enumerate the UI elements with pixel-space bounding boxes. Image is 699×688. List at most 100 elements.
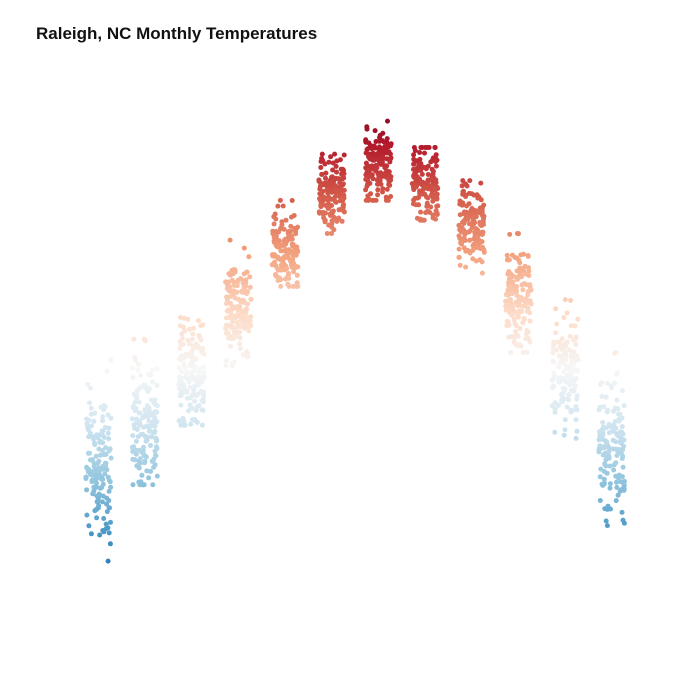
data-point-month-6 bbox=[336, 207, 342, 213]
data-point-month-7 bbox=[379, 161, 385, 167]
data-point-month-8 bbox=[411, 166, 416, 172]
data-point-month-6 bbox=[329, 174, 334, 180]
data-point-month-5 bbox=[288, 223, 294, 229]
data-point-month-11 bbox=[575, 316, 581, 322]
data-point-month-9 bbox=[466, 201, 472, 207]
data-point-month-2 bbox=[134, 396, 140, 402]
data-point-month-1 bbox=[91, 418, 97, 424]
data-point-month-5 bbox=[292, 226, 297, 231]
data-point-month-2 bbox=[135, 367, 141, 373]
data-point-month-7 bbox=[384, 156, 390, 162]
data-point-month-3 bbox=[201, 399, 206, 405]
data-point-month-3 bbox=[178, 402, 184, 408]
data-point-month-1 bbox=[94, 480, 99, 486]
data-point-month-9 bbox=[457, 212, 463, 218]
data-point-month-9 bbox=[463, 181, 468, 187]
data-point-month-12 bbox=[607, 445, 612, 451]
data-point-month-2 bbox=[154, 366, 160, 372]
data-point-month-10 bbox=[528, 287, 534, 293]
data-point-month-7 bbox=[373, 197, 379, 203]
data-point-month-4 bbox=[230, 319, 236, 325]
data-point-month-1 bbox=[108, 484, 114, 490]
data-point-month-7 bbox=[388, 174, 394, 180]
data-point-month-8 bbox=[409, 181, 415, 187]
data-point-month-10 bbox=[504, 252, 510, 258]
data-point-month-2 bbox=[130, 433, 136, 439]
data-point-month-4 bbox=[231, 305, 237, 311]
data-point-month-6 bbox=[329, 220, 335, 226]
data-point-month-9 bbox=[479, 270, 485, 276]
data-point-month-3 bbox=[198, 323, 204, 329]
data-point-month-4 bbox=[241, 284, 247, 290]
data-point-month-7 bbox=[366, 168, 372, 174]
data-point-month-2 bbox=[131, 336, 137, 342]
data-point-month-7 bbox=[384, 168, 390, 174]
data-point-month-9 bbox=[460, 178, 466, 184]
data-point-month-5 bbox=[290, 283, 296, 289]
data-point-month-1 bbox=[86, 523, 92, 529]
data-point-month-12 bbox=[601, 404, 607, 410]
data-point-month-12 bbox=[600, 482, 606, 488]
data-point-month-2 bbox=[132, 400, 138, 406]
data-point-month-11 bbox=[563, 350, 569, 355]
data-point-month-4 bbox=[248, 296, 254, 302]
data-point-month-6 bbox=[319, 151, 325, 157]
data-point-month-11 bbox=[558, 378, 564, 384]
data-point-month-1 bbox=[106, 488, 112, 494]
data-point-month-6 bbox=[340, 166, 346, 172]
data-point-month-1 bbox=[102, 424, 108, 430]
data-point-month-5 bbox=[290, 256, 296, 262]
data-point-month-6 bbox=[328, 154, 334, 160]
data-point-month-2 bbox=[138, 372, 144, 378]
data-point-month-2 bbox=[152, 462, 158, 468]
data-point-month-8 bbox=[410, 201, 416, 207]
data-point-month-1 bbox=[93, 473, 98, 479]
data-point-month-10 bbox=[506, 283, 512, 289]
data-point-month-8 bbox=[433, 159, 438, 164]
data-point-month-11 bbox=[562, 378, 568, 384]
data-point-month-9 bbox=[463, 264, 469, 270]
data-point-month-6 bbox=[323, 175, 328, 181]
data-point-month-8 bbox=[434, 212, 440, 217]
data-point-month-8 bbox=[433, 163, 439, 169]
data-point-month-10 bbox=[509, 252, 515, 258]
data-point-month-4 bbox=[227, 323, 233, 329]
data-point-month-3 bbox=[201, 351, 207, 357]
data-point-month-3 bbox=[184, 395, 190, 401]
data-point-month-3 bbox=[199, 422, 205, 428]
data-point-month-12 bbox=[609, 385, 615, 391]
data-point-month-12 bbox=[614, 485, 620, 490]
data-point-month-10 bbox=[510, 303, 516, 309]
data-point-month-1 bbox=[99, 485, 105, 490]
data-point-month-5 bbox=[281, 242, 287, 248]
data-point-month-6 bbox=[321, 215, 327, 221]
data-point-month-2 bbox=[148, 434, 154, 440]
data-point-month-1 bbox=[99, 428, 105, 434]
data-point-month-5 bbox=[282, 255, 288, 261]
data-point-month-1 bbox=[91, 484, 97, 490]
data-point-month-8 bbox=[430, 168, 436, 174]
data-point-month-4 bbox=[247, 274, 253, 280]
data-point-month-2 bbox=[133, 451, 139, 457]
data-point-month-5 bbox=[286, 275, 292, 281]
data-point-month-12 bbox=[605, 380, 610, 386]
data-point-month-12 bbox=[605, 506, 610, 512]
data-point-month-11 bbox=[549, 377, 555, 383]
data-point-month-3 bbox=[201, 374, 207, 380]
data-point-month-9 bbox=[481, 216, 486, 222]
data-point-month-11 bbox=[557, 344, 563, 350]
data-point-month-3 bbox=[187, 370, 193, 376]
data-point-month-10 bbox=[511, 338, 517, 344]
data-point-month-6 bbox=[333, 163, 339, 169]
data-point-month-1 bbox=[107, 479, 113, 485]
data-point-month-7 bbox=[374, 177, 380, 183]
data-point-month-5 bbox=[283, 217, 289, 223]
data-point-month-8 bbox=[416, 202, 422, 208]
data-point-month-10 bbox=[517, 260, 523, 266]
data-point-month-2 bbox=[141, 336, 147, 342]
data-point-month-1 bbox=[89, 434, 95, 440]
data-point-month-2 bbox=[129, 416, 135, 422]
data-point-month-4 bbox=[235, 296, 241, 302]
data-point-month-4 bbox=[228, 300, 233, 306]
data-point-month-10 bbox=[513, 329, 519, 334]
